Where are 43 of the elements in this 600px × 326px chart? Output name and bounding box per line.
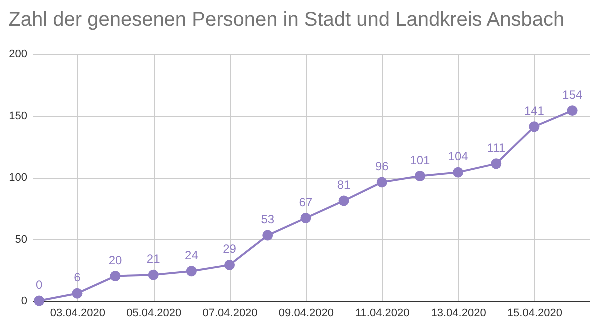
point <box>300 213 312 224</box>
data-label: 53 <box>261 212 275 227</box>
x-tick-label: 03.04.2020 <box>50 308 106 320</box>
data-label: 21 <box>146 252 161 266</box>
point <box>414 171 426 182</box>
data-label: 6 <box>74 270 82 285</box>
x-tick-label: 05.04.2020 <box>126 308 182 320</box>
data-label: 111 <box>487 140 506 155</box>
point <box>224 260 236 270</box>
data-label: 24 <box>185 248 199 262</box>
point <box>34 296 45 306</box>
y-tick-label: 200 <box>9 48 28 60</box>
point <box>529 122 540 132</box>
data-label: 96 <box>375 159 390 174</box>
data-label: 81 <box>337 178 352 192</box>
point <box>376 177 388 188</box>
data-label: 20 <box>108 253 123 268</box>
x-tick-label: 13.04.2020 <box>431 308 486 320</box>
y-tick-label: 150 <box>9 110 28 122</box>
point <box>148 270 159 280</box>
point <box>186 266 197 277</box>
point <box>338 196 350 206</box>
point <box>72 288 83 299</box>
chart-title: Zahl der genesenen Personen in Stadt und Landkreis Ansbach <box>8 9 565 31</box>
data-label: 141 <box>524 104 545 118</box>
data-label: 67 <box>299 195 313 210</box>
x-tick-label: 07.04.2020 <box>202 308 258 320</box>
point <box>567 106 578 116</box>
point <box>262 230 274 241</box>
y-tick-label: 0 <box>21 296 28 308</box>
data-label: 154 <box>562 88 583 102</box>
data-label: 101 <box>410 153 431 168</box>
y-tick-label: 100 <box>9 172 28 184</box>
data-label: 0 <box>36 278 44 292</box>
data-label: 29 <box>223 242 237 256</box>
y-tick-label: 50 <box>15 234 28 246</box>
point <box>491 158 502 170</box>
x-tick-label: 15.04.2020 <box>507 308 562 320</box>
point <box>453 167 464 178</box>
point <box>110 271 121 282</box>
data-label: 104 <box>448 150 469 164</box>
x-tick-label: 09.04.2020 <box>278 308 334 320</box>
x-tick-label: 11.04.2020 <box>355 308 410 320</box>
